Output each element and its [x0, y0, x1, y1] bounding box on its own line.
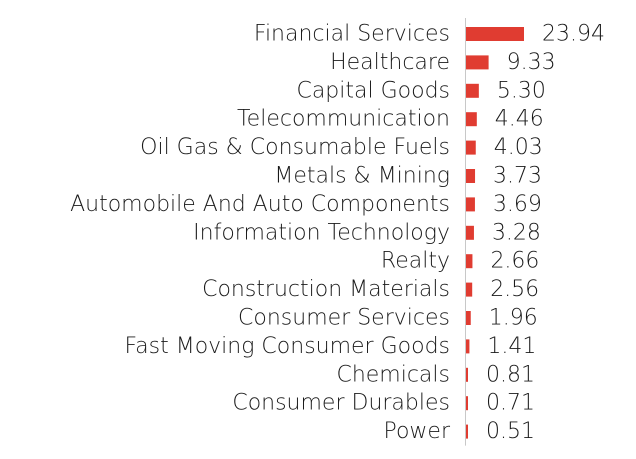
value-label: 3.73 [493, 164, 542, 189]
value-label: 1.41 [487, 334, 536, 359]
bar-3 [466, 112, 477, 127]
bar-13 [466, 396, 468, 411]
category-label: Fast Moving Consumer Goods [125, 334, 450, 359]
bar-8 [466, 254, 473, 269]
bar-6 [466, 197, 475, 212]
value-label: 3.69 [493, 192, 542, 217]
category-label: Capital Goods [296, 78, 450, 103]
value-label: 0.71 [486, 391, 535, 416]
value-label: 4.46 [495, 107, 544, 132]
bar-4 [466, 140, 476, 155]
value-label: 5.30 [497, 78, 546, 103]
value-label: 0.51 [486, 419, 535, 444]
category-label: Automobile And Auto Components [70, 192, 450, 217]
category-label: Information Technology [193, 220, 450, 245]
value-label: 9.33 [507, 50, 556, 75]
category-label: Realty [381, 249, 450, 274]
bar-1 [466, 55, 489, 70]
value-label: 2.66 [490, 249, 539, 274]
bar-14 [466, 424, 468, 439]
category-label: Healthcare [330, 50, 450, 75]
category-label: Metals & Mining [274, 164, 450, 189]
category-label: Chemicals [336, 362, 450, 387]
category-label: Consumer Services [238, 306, 450, 331]
value-label: 0.81 [486, 362, 535, 387]
category-label: Power [383, 419, 450, 444]
category-label: Construction Materials [202, 277, 450, 302]
bar-5 [466, 169, 476, 183]
bar-11 [466, 339, 470, 354]
category-label: Consumer Durables [232, 391, 450, 416]
value-label: 4.03 [494, 135, 543, 160]
value-labels-group: 23.94 9.33 5.30 4.46 4.03 3.73 3.69 3.28 2.66 2.5… [486, 22, 605, 445]
bar-12 [466, 367, 468, 382]
category-labels-group: Financial Services Healthcare Capital Good… [70, 22, 451, 445]
bar-0 [466, 27, 524, 41]
category-label: Financial Services [254, 22, 450, 47]
value-label: 2.56 [490, 277, 539, 302]
value-label: 23.94 [542, 22, 605, 47]
value-label: 3.28 [492, 220, 541, 245]
bar-9 [466, 282, 473, 297]
category-label: Oil Gas & Consumable Fuels [140, 135, 450, 160]
bar-10 [466, 311, 471, 325]
bars-group [466, 27, 524, 439]
bar-7 [466, 225, 474, 240]
bar-2 [466, 83, 479, 98]
value-label: 1.96 [489, 306, 538, 331]
category-label: Telecommunication [237, 107, 450, 132]
